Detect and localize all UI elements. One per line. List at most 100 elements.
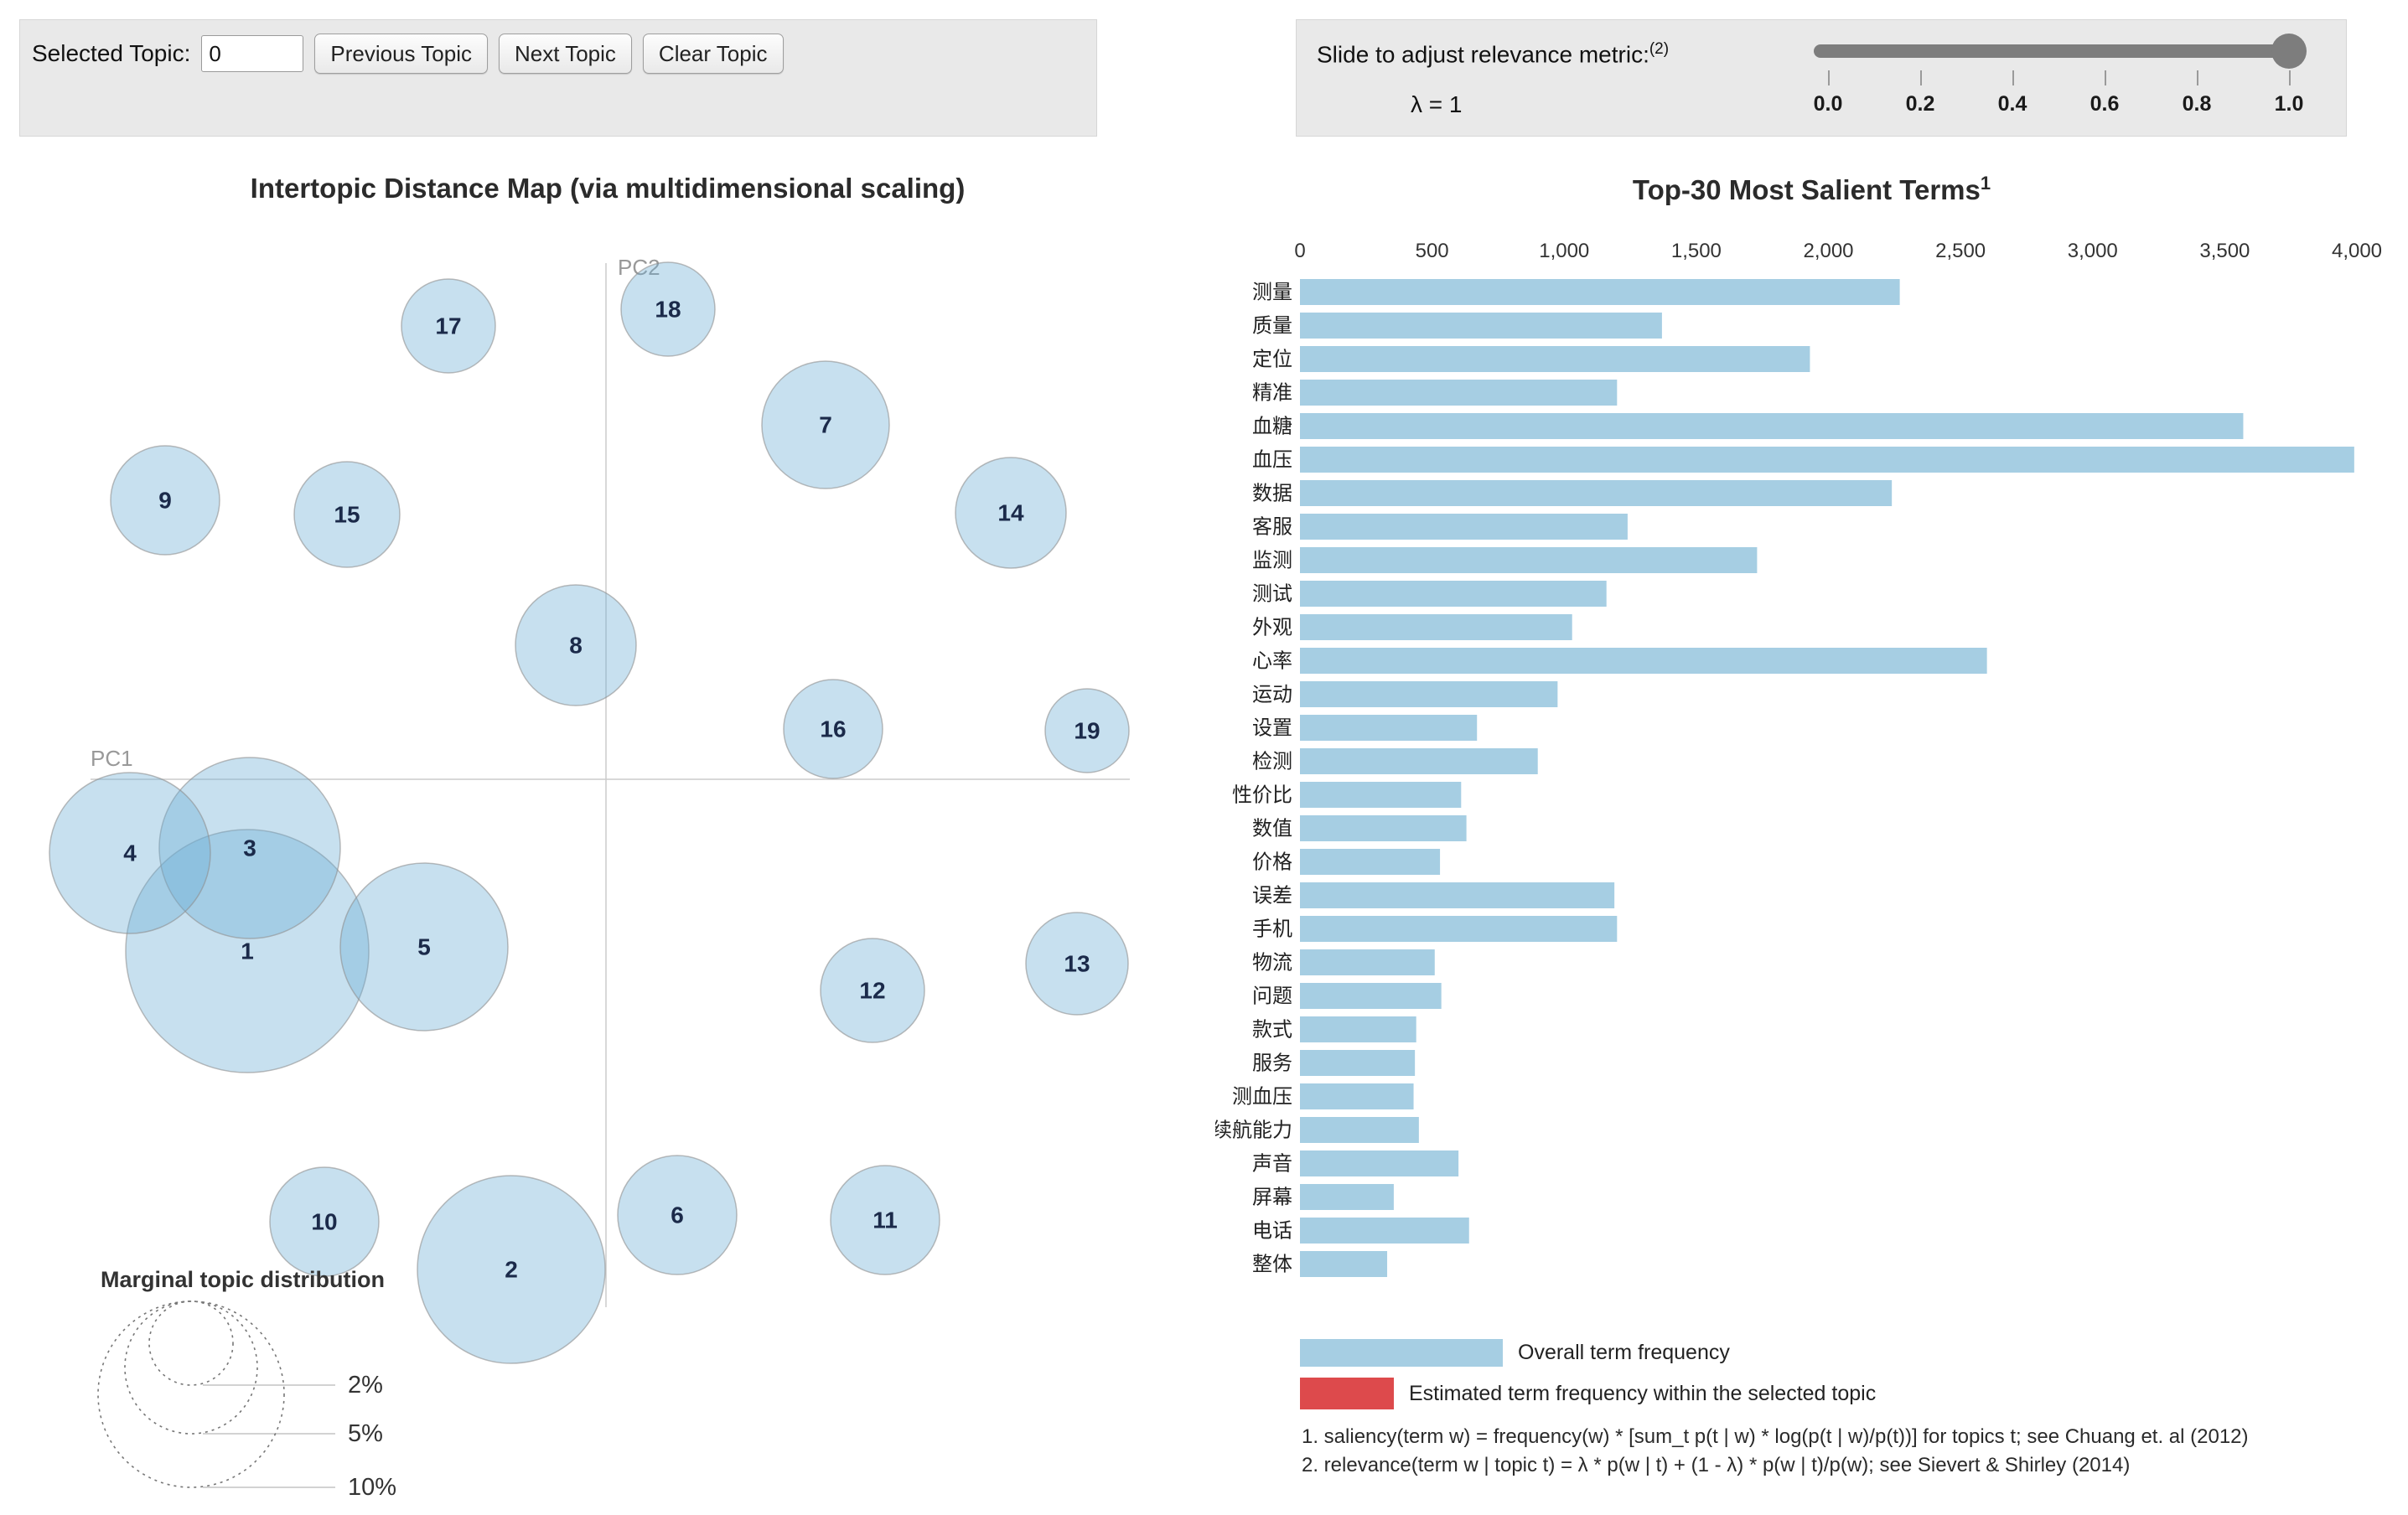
term-label-数值: 数值 [1252, 818, 1292, 840]
slider-tick-label: 0.0 [1813, 92, 1843, 116]
term-label-测量: 测量 [1252, 282, 1292, 304]
topic-bubble-14[interactable] [955, 457, 1067, 569]
term-bar-误差[interactable] [1300, 882, 1615, 908]
pc2-axis-label: PC2 [618, 255, 660, 280]
term-bar-心率[interactable] [1300, 648, 1987, 674]
term-bar-性价比[interactable] [1300, 782, 1462, 808]
topic-bubble-label-16: 16 [820, 716, 846, 742]
term-bar-检测[interactable] [1300, 748, 1538, 774]
term-bar-血糖[interactable] [1300, 413, 2244, 439]
term-bar-数据[interactable] [1300, 480, 1893, 506]
bar-chart-title: Top-30 Most Salient Terms1 [1632, 173, 1991, 205]
topic-bubble-13[interactable] [1025, 912, 1129, 1016]
term-bar-设置[interactable] [1300, 715, 1478, 741]
x-axis-tick-3,500: 3,500 [2199, 240, 2250, 262]
topic-bubble-1[interactable] [125, 829, 370, 1073]
legend-overall-term-frequency: Overall term frequency [1300, 1339, 1730, 1367]
topic-bubble-label-13: 13 [1064, 951, 1090, 977]
clear-topic-button[interactable]: Clear Topic [642, 34, 784, 74]
term-bar-价格[interactable] [1300, 849, 1441, 875]
term-bar-测量[interactable] [1300, 279, 1900, 305]
topic-bubble-label-19: 19 [1074, 718, 1100, 744]
term-bar-物流[interactable] [1300, 949, 1435, 975]
topic-bubble-18[interactable] [620, 261, 716, 357]
term-label-心率: 心率 [1252, 650, 1292, 673]
term-label-监测: 监测 [1252, 550, 1292, 572]
x-axis-tick-1,000: 1,000 [1539, 240, 1589, 262]
topic-bubble-label-10: 10 [311, 1209, 337, 1235]
mds-plot-title: Intertopic Distance Map (via multidimens… [250, 173, 966, 204]
term-bar-精准[interactable] [1300, 380, 1618, 406]
term-label-血压: 血压 [1252, 449, 1292, 472]
term-label-续航能力: 续航能力 [1215, 1119, 1292, 1142]
slider-tick-label: 1.0 [2274, 92, 2304, 116]
size-legend-circle-5% [124, 1300, 258, 1435]
topic-bubble-17[interactable] [401, 278, 496, 374]
term-bar-问题[interactable] [1300, 983, 1442, 1009]
topic-bubble-6[interactable] [617, 1155, 738, 1275]
term-bar-款式[interactable] [1300, 1016, 1416, 1042]
topic-bubble-label-12: 12 [859, 978, 885, 1004]
slider-handle[interactable] [2271, 34, 2307, 69]
term-bar-测试[interactable] [1300, 581, 1607, 607]
topic-bubble-label-3: 3 [243, 835, 256, 861]
term-bar-监测[interactable] [1300, 547, 1758, 573]
selected-topic-input[interactable] [201, 35, 304, 72]
term-label-定位: 定位 [1252, 349, 1292, 371]
term-bar-血压[interactable] [1300, 447, 2354, 473]
term-label-整体: 整体 [1252, 1254, 1292, 1276]
term-label-测血压: 测血压 [1232, 1086, 1292, 1109]
term-bar-定位[interactable] [1300, 346, 1810, 372]
topic-bubble-3[interactable] [158, 757, 341, 939]
topic-bubble-4[interactable] [49, 772, 211, 934]
x-axis-tick-0: 0 [1294, 240, 1305, 262]
topic-bubble-16[interactable] [783, 679, 883, 779]
slider-tick-label: 0.6 [2090, 92, 2120, 116]
term-label-外观: 外观 [1252, 617, 1292, 639]
term-bar-测血压[interactable] [1300, 1083, 1414, 1109]
topic-bubble-label-7: 7 [819, 412, 832, 438]
topic-bubble-label-11: 11 [873, 1207, 898, 1233]
term-bar-质量[interactable] [1300, 313, 1662, 339]
term-bar-手机[interactable] [1300, 916, 1618, 942]
next-topic-button[interactable]: Next Topic [499, 34, 632, 74]
term-bar-声音[interactable] [1300, 1150, 1459, 1176]
topic-bubble-2[interactable] [417, 1175, 606, 1364]
term-bar-服务[interactable] [1300, 1050, 1416, 1076]
term-bar-续航能力[interactable] [1300, 1117, 1419, 1143]
term-bar-屏幕[interactable] [1300, 1184, 1394, 1210]
term-bar-整体[interactable] [1300, 1251, 1388, 1277]
term-label-质量: 质量 [1252, 315, 1292, 338]
term-label-精准: 精准 [1252, 382, 1292, 405]
selected-topic-frequency-swatch [1300, 1378, 1394, 1409]
x-axis-tick-2,000: 2,000 [1803, 240, 1853, 262]
footnotes: 1. saliency(term w) = frequency(w) * [su… [1302, 1423, 2249, 1480]
term-bar-客服[interactable] [1300, 514, 1628, 540]
term-bar-数值[interactable] [1300, 815, 1467, 841]
marginal-distribution-legend-title: Marginal topic distribution [101, 1267, 385, 1292]
topic-bubble-11[interactable] [830, 1165, 940, 1275]
overall-frequency-swatch [1300, 1339, 1503, 1367]
topic-bubble-12[interactable] [820, 938, 925, 1043]
term-label-服务: 服务 [1252, 1052, 1292, 1075]
topic-bubble-7[interactable] [761, 360, 890, 489]
topic-controls-panel: Selected Topic: Previous Topic Next Topi… [19, 19, 1097, 137]
topic-bubble-19[interactable] [1044, 688, 1130, 773]
term-bar-电话[interactable] [1300, 1218, 1469, 1244]
overall-frequency-label: Overall term frequency [1518, 1341, 1730, 1364]
topic-bubble-5[interactable] [339, 862, 509, 1032]
slider-track[interactable] [1814, 44, 2298, 58]
topic-bubble-15[interactable] [293, 461, 401, 568]
term-label-问题: 问题 [1252, 985, 1292, 1008]
term-bar-运动[interactable] [1300, 681, 1558, 707]
term-bar-外观[interactable] [1300, 614, 1572, 640]
topic-bubble-10[interactable] [269, 1166, 380, 1277]
topic-bubble-9[interactable] [110, 445, 220, 556]
term-label-血糖: 血糖 [1252, 416, 1292, 438]
slider-tick-mark [1920, 70, 1922, 85]
x-axis-tick-500: 500 [1416, 240, 1449, 262]
topic-bubble-8[interactable] [515, 584, 637, 706]
previous-topic-button[interactable]: Previous Topic [314, 34, 488, 74]
